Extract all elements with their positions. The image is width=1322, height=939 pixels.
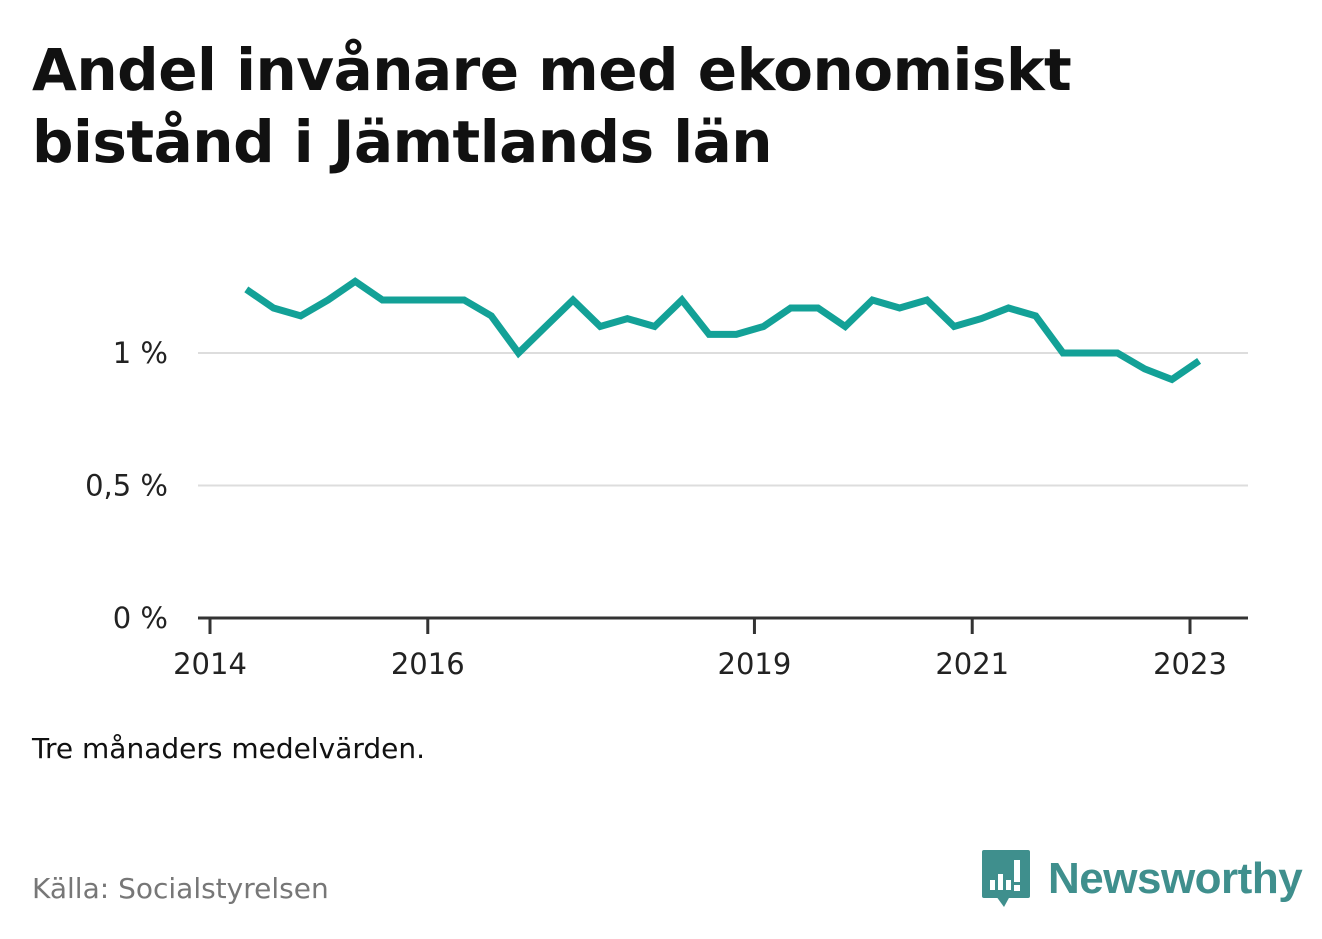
chart-note: Tre månaders medelvärden. xyxy=(32,732,426,765)
bar-chart-speech-bubble-icon xyxy=(982,850,1030,907)
x-tick-label: 2019 xyxy=(718,647,792,681)
x-tick-label: 2023 xyxy=(1153,647,1227,681)
y-tick-label: 0 % xyxy=(113,601,168,635)
line-chart: 0 % 0,5 % 1 % 2014 2016 2019 2021 2023 xyxy=(85,277,1248,681)
chart-title: Andel invånare med ekonomiskt bistånd i … xyxy=(32,36,1072,176)
grid-lines xyxy=(198,352,1248,487)
y-tick-label: 0,5 % xyxy=(85,469,168,503)
x-axis: 2014 2016 2019 2021 2023 xyxy=(173,616,1248,681)
logo-text: Newsworthy xyxy=(1048,854,1303,903)
x-tick-label: 2014 xyxy=(173,647,247,681)
x-tick-label: 2021 xyxy=(935,647,1009,681)
series-line xyxy=(244,277,1202,384)
y-tick-label: 1 % xyxy=(113,336,168,370)
source-text: Källa: Socialstyrelsen xyxy=(32,872,329,905)
y-axis-ticks: 0 % 0,5 % 1 % xyxy=(85,336,168,635)
series-group xyxy=(244,277,1202,384)
newsworthy-logo[interactable]: Newsworthy xyxy=(982,850,1303,908)
x-tick-label: 2016 xyxy=(391,647,465,681)
